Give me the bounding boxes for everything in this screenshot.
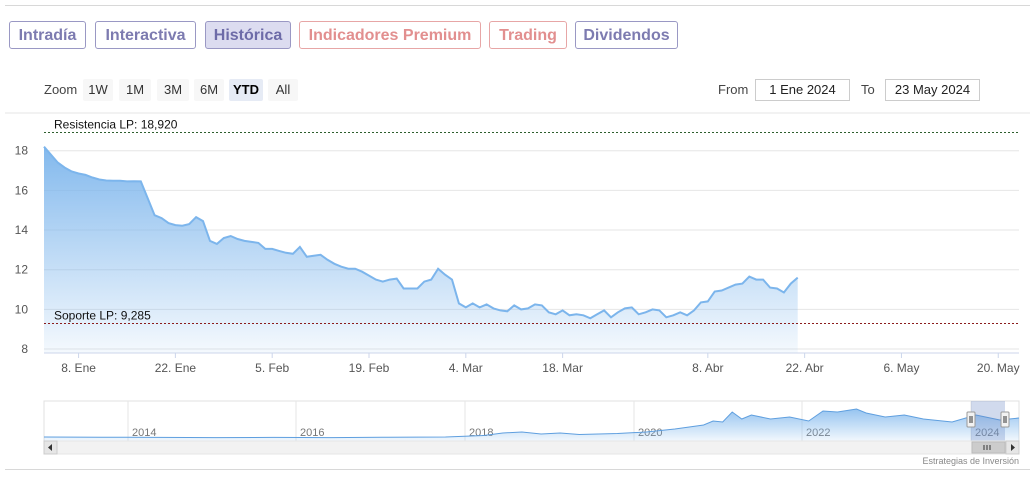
y-tick-label-18: 18 — [15, 144, 29, 158]
zoom-6m-button[interactable]: 6M — [194, 79, 224, 101]
x-tick-label-5: 18. Mar — [542, 361, 583, 375]
zoom-1w-button[interactable]: 1W — [83, 79, 113, 101]
tab-historica[interactable]: Histórica — [205, 21, 291, 49]
series-line — [43, 146, 799, 320]
zoom-ytd-button[interactable]: YTD — [229, 79, 263, 101]
navigator-left-handle — [966, 411, 976, 428]
x-tick-label-6: 8. Abr — [692, 361, 723, 375]
scroll-right-arrow-icon — [1011, 444, 1015, 451]
navigator-year-2014: 2014 — [132, 427, 156, 439]
y-tick-label-10: 10 — [15, 302, 29, 316]
from-date-input[interactable]: 1 Ene 2024 — [755, 79, 850, 101]
zoom-label: Zoom — [44, 82, 78, 97]
y-tick-label-12: 12 — [15, 263, 29, 277]
plot-lines: Resistencia LP: 18,920 Soporte LP: 9,285 — [44, 117, 1019, 325]
scroll-left-arrow-icon — [48, 444, 52, 451]
x-tick-label-2: 5. Feb — [255, 361, 289, 375]
tab-dividendos[interactable]: Dividendos — [575, 21, 678, 49]
navigator-area — [44, 409, 1019, 441]
navigator[interactable]: 201420162018202020222024 — [43, 400, 1020, 455]
tab-indicadores-premium[interactable]: Indicadores Premium — [299, 21, 481, 49]
credits: Estrategias de Inversión — [922, 456, 1019, 466]
bottom-divider — [5, 469, 1030, 470]
x-tick-label-1: 22. Ene — [155, 361, 197, 375]
navigator-selection — [971, 401, 1005, 441]
zoom-1m-button[interactable]: 1M — [119, 79, 151, 101]
x-tick-label-4: 4. Mar — [449, 361, 483, 375]
scrollbar-thumb — [971, 441, 1006, 454]
series-area — [43, 146, 799, 353]
series-fill — [44, 146, 798, 353]
tab-interactiva[interactable]: Interactiva — [95, 21, 196, 49]
zoom-all-button[interactable]: All — [268, 79, 298, 101]
y-tick-label-8: 8 — [21, 342, 28, 356]
from-label: From — [718, 82, 749, 97]
x-tick-label-8: 6. May — [883, 361, 919, 375]
zoom-3m-button[interactable]: 3M — [157, 79, 189, 101]
y-tick-label-16: 16 — [15, 183, 29, 197]
tab-intradia[interactable]: Intradía — [9, 21, 86, 49]
to-label: To — [861, 82, 875, 97]
x-tick-label-3: 19. Feb — [349, 361, 390, 375]
to-date-input[interactable]: 23 May 2024 — [885, 79, 980, 101]
support-label: Soporte LP: 9,285 — [54, 309, 151, 323]
x-tick-label-7: 22. Abr — [786, 361, 824, 375]
scrollbar-track — [43, 440, 1020, 455]
navigator-year-2016: 2016 — [300, 427, 324, 439]
top-divider — [5, 5, 1030, 6]
tab-trading[interactable]: Trading — [489, 21, 567, 49]
y-tick-label-14: 14 — [15, 223, 29, 237]
navigator-right-handle — [1000, 411, 1010, 428]
x-tick-label-9: 20. May — [977, 361, 1020, 375]
resistance-label: Resistencia LP: 18,920 — [54, 117, 178, 131]
navigator-line — [43, 408, 1020, 439]
x-tick-label-0: 8. Ene — [61, 361, 96, 375]
axes: 8 10 12 14 16 18 8. Ene 22. Ene 5. Feb 19. Feb 4. … — [15, 144, 1020, 375]
